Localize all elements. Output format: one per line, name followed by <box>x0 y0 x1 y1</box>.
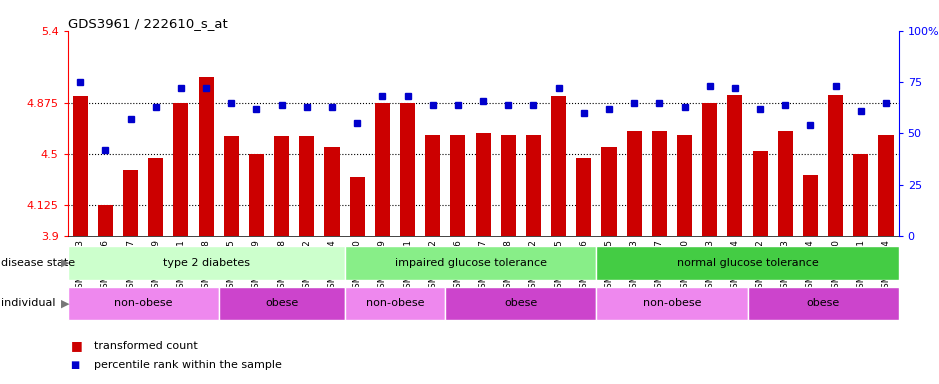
Bar <box>249 154 264 236</box>
Bar <box>879 135 894 236</box>
Text: non-obese: non-obese <box>114 298 173 308</box>
Bar <box>652 131 667 236</box>
Text: ■: ■ <box>70 339 83 352</box>
Text: type 2 diabetes: type 2 diabetes <box>162 258 250 268</box>
Bar <box>72 96 87 236</box>
Bar <box>400 103 415 236</box>
Bar <box>425 135 440 236</box>
Bar <box>752 151 768 236</box>
Bar <box>500 135 516 236</box>
Text: individual: individual <box>1 298 55 308</box>
Text: non-obese: non-obese <box>642 298 701 308</box>
Text: obese: obese <box>265 298 299 308</box>
Bar <box>300 136 315 236</box>
Text: non-obese: non-obese <box>365 298 424 308</box>
Bar <box>98 205 113 236</box>
Text: ■: ■ <box>70 360 80 370</box>
Bar <box>345 287 445 320</box>
Bar <box>219 287 345 320</box>
Bar <box>577 158 592 236</box>
Bar <box>551 96 566 236</box>
Bar <box>325 147 340 236</box>
Bar <box>475 133 491 236</box>
Text: GDS3961 / 222610_s_at: GDS3961 / 222610_s_at <box>68 17 227 30</box>
Bar <box>626 131 641 236</box>
Bar <box>345 247 596 280</box>
Text: percentile rank within the sample: percentile rank within the sample <box>94 360 282 370</box>
Bar <box>777 131 793 236</box>
Bar <box>854 154 869 236</box>
Text: ▶: ▶ <box>61 298 69 308</box>
Bar <box>148 158 163 236</box>
Bar <box>174 103 189 236</box>
Bar <box>223 136 239 236</box>
Text: obese: obese <box>504 298 537 308</box>
Bar <box>123 170 138 236</box>
Bar <box>596 247 899 280</box>
Bar <box>349 177 364 236</box>
Text: obese: obese <box>807 298 839 308</box>
Bar <box>677 135 692 236</box>
Bar <box>198 77 214 236</box>
Text: disease state: disease state <box>1 258 75 268</box>
Bar <box>747 287 899 320</box>
Bar <box>375 103 390 236</box>
Text: impaired glucose tolerance: impaired glucose tolerance <box>394 258 546 268</box>
Bar <box>526 135 541 236</box>
Bar <box>68 247 345 280</box>
Bar <box>274 136 289 236</box>
Bar <box>445 287 596 320</box>
Bar <box>602 147 617 236</box>
Text: ▶: ▶ <box>61 258 69 268</box>
Text: normal glucose tolerance: normal glucose tolerance <box>677 258 819 268</box>
Bar <box>702 103 717 236</box>
Bar <box>68 287 219 320</box>
Bar <box>828 95 843 236</box>
Bar <box>803 175 818 236</box>
Bar <box>451 135 466 236</box>
Bar <box>728 95 743 236</box>
Bar <box>596 287 747 320</box>
Text: transformed count: transformed count <box>94 341 197 351</box>
